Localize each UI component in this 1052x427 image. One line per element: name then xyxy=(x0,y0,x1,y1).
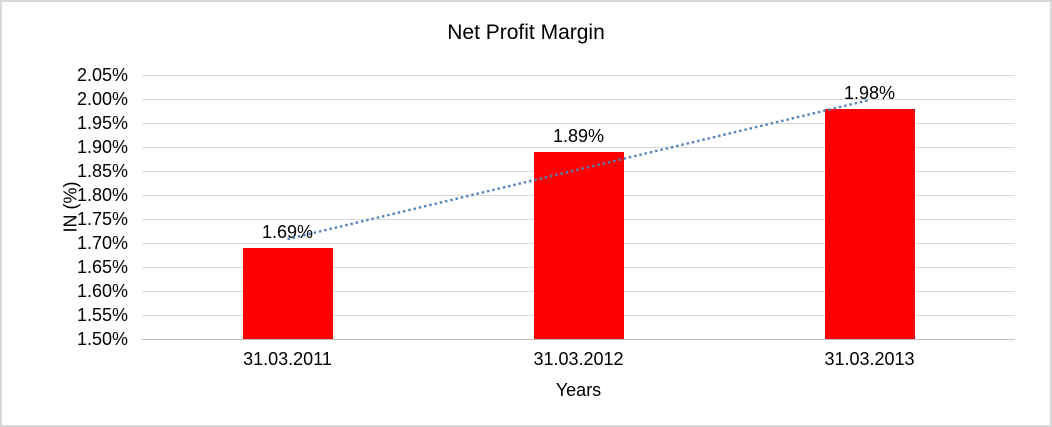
bar-data-label: 1.89% xyxy=(552,125,605,146)
y-tick-label: 1.75% xyxy=(76,209,128,229)
y-tick-label: 1.60% xyxy=(76,281,128,301)
trendline xyxy=(287,98,870,241)
y-tick-label: 2.05% xyxy=(76,65,128,85)
bar-series-value xyxy=(242,247,333,339)
y-tick-label: 1.90% xyxy=(76,137,128,157)
gridline xyxy=(142,75,1015,76)
y-tick-label: 1.95% xyxy=(76,113,128,133)
x-axis-line xyxy=(142,339,1015,340)
chart-title: Net Profit Margin xyxy=(447,21,605,44)
bar-data-label: 1.98% xyxy=(843,82,896,103)
bar-series-value xyxy=(533,151,624,339)
bar-series-value xyxy=(824,108,915,339)
gridline xyxy=(142,123,1015,124)
plot-area: 1.69% 1.89% 1.98% xyxy=(142,75,1015,340)
y-tick-label: 1.80% xyxy=(76,185,128,205)
y-tick-label: 1.50% xyxy=(76,329,128,349)
y-tick-label: 1.65% xyxy=(76,257,128,277)
x-category-label: 31.03.2012 xyxy=(533,349,624,369)
gridline xyxy=(142,99,1015,100)
y-tick-label: 1.85% xyxy=(76,161,128,181)
x-category-label: 31.03.2011 xyxy=(243,349,332,369)
gridline xyxy=(142,147,1015,148)
y-tick-label: 1.55% xyxy=(76,305,128,325)
x-category-label: 31.03.2013 xyxy=(824,349,915,369)
y-tick-label: 1.70% xyxy=(76,233,128,253)
x-axis-title: Years xyxy=(555,380,602,400)
y-tick-label: 2.00% xyxy=(76,89,128,109)
